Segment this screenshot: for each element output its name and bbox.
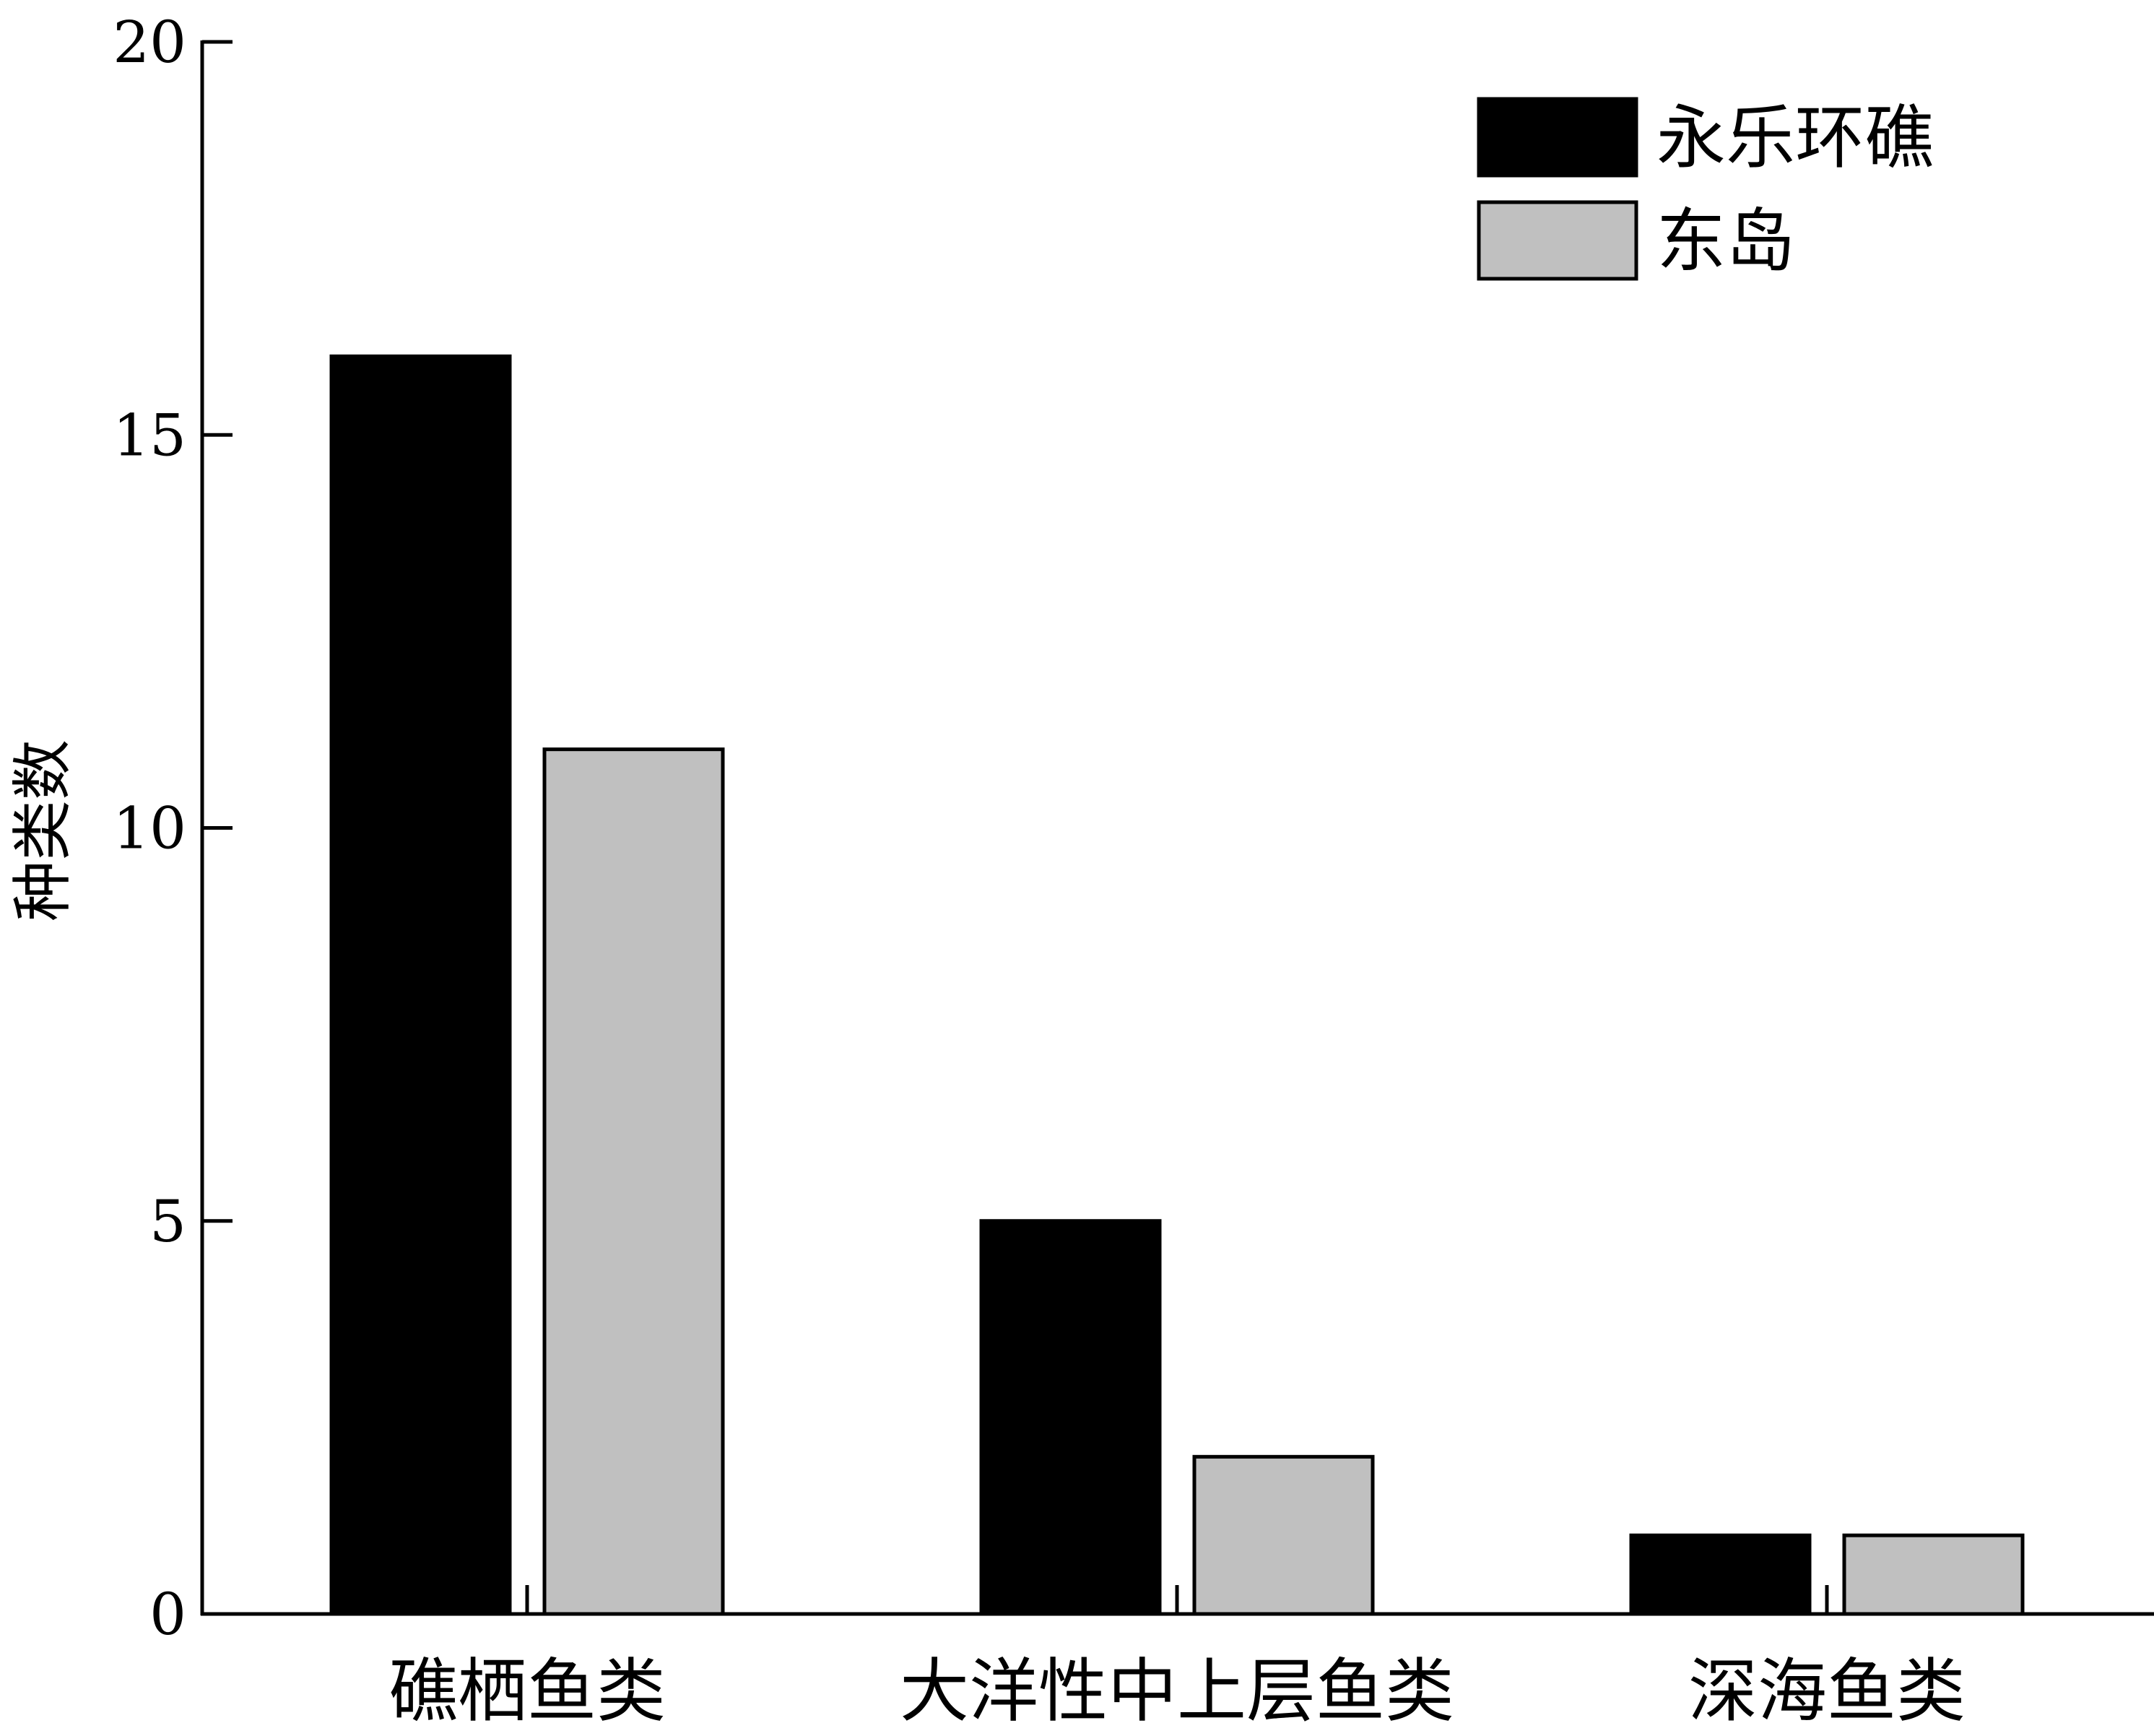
y-tick-label: 20 <box>113 9 186 76</box>
legend-swatch <box>1477 200 1638 281</box>
y-axis-label: 种类数 <box>7 739 78 921</box>
bars <box>329 354 2025 1616</box>
bar-series1 <box>1629 1533 1812 1616</box>
bar-series2 <box>1842 1533 2025 1616</box>
x-tick-label: 大洋性中上层鱼类 <box>900 1651 1454 1732</box>
legend-label: 东岛 <box>1656 201 1795 282</box>
x-axis: 礁栖鱼类 大洋性中上层鱼类 深海鱼类 <box>201 1585 2154 1732</box>
bar-series2 <box>1192 1454 1375 1616</box>
y-tick-label: 0 <box>149 1581 186 1648</box>
bar-series1 <box>979 1219 1162 1616</box>
x-tick-label: 深海鱼类 <box>1688 1651 1966 1732</box>
y-tick-label: 15 <box>113 402 186 469</box>
x-tick-label: 礁栖鱼类 <box>388 1651 666 1732</box>
y-tick-label: 10 <box>113 795 186 862</box>
legend-label: 永乐环礁 <box>1656 97 1934 178</box>
y-axis: 0 5 10 15 20 <box>113 9 233 1648</box>
y-tick-label: 5 <box>149 1188 186 1255</box>
bar-series2 <box>542 747 725 1616</box>
legend-swatch <box>1477 97 1638 178</box>
bar-series1 <box>329 354 512 1616</box>
